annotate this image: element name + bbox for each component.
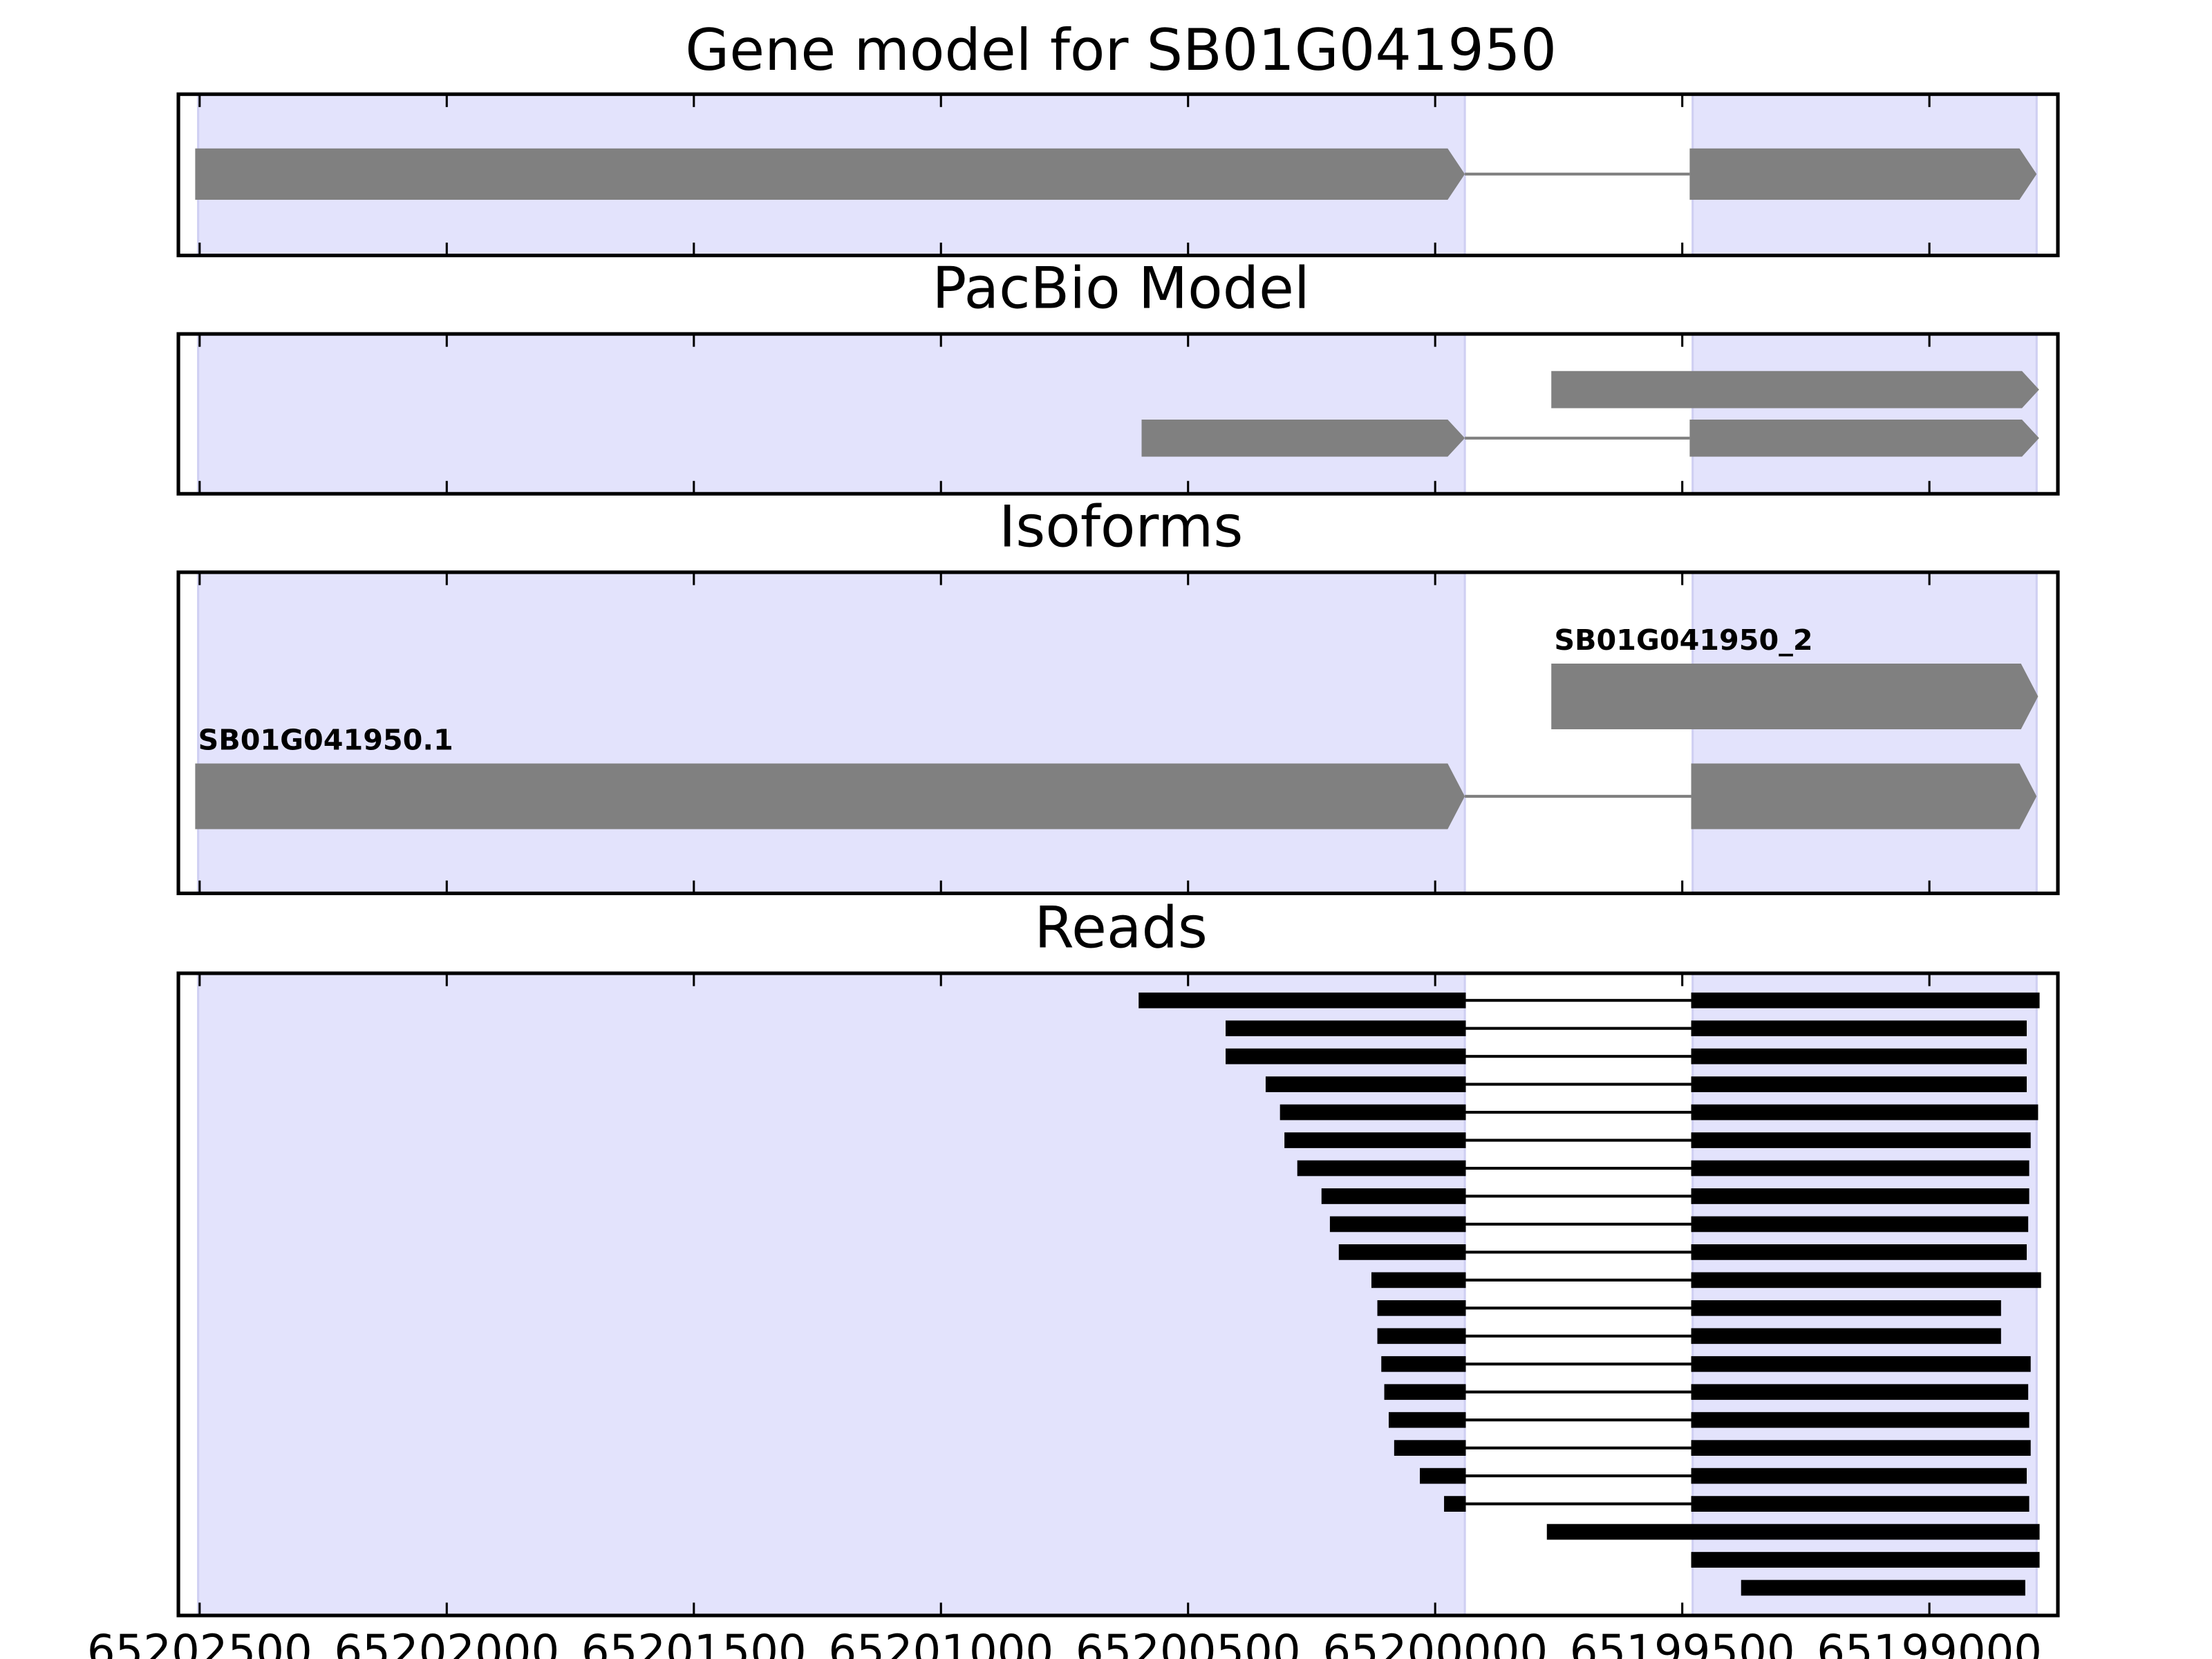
read-block bbox=[1691, 992, 2040, 1009]
exon bbox=[195, 148, 1465, 200]
x-tick-label: 65200000 bbox=[1322, 1626, 1548, 1659]
read-block bbox=[1691, 1216, 2029, 1232]
panel-title: PacBio Model bbox=[932, 256, 1309, 322]
x-tick-label: 65201500 bbox=[581, 1626, 807, 1659]
isoform-label: SB01G041950.1 bbox=[198, 724, 453, 757]
read-block bbox=[1691, 1244, 2027, 1260]
read-block bbox=[1691, 1104, 2038, 1121]
read-block bbox=[1691, 1020, 2027, 1037]
read-block bbox=[1691, 1048, 2027, 1065]
x-tick-label: 65199500 bbox=[1570, 1626, 1795, 1659]
x-tick-label: 65200500 bbox=[1076, 1626, 1301, 1659]
read-block bbox=[1284, 1132, 1466, 1148]
isoform-label: SB01G041950_2 bbox=[1554, 624, 1812, 657]
read-block bbox=[1226, 1048, 1466, 1065]
panel-frame bbox=[176, 92, 2060, 258]
read-block bbox=[1226, 1020, 1466, 1037]
read-block bbox=[1691, 1384, 2029, 1400]
exon-region bbox=[197, 332, 1466, 495]
read-block bbox=[1691, 1412, 2030, 1428]
panel-title: Gene model for SB01G041950 bbox=[685, 17, 1557, 84]
x-tick-label: 65202500 bbox=[87, 1626, 312, 1659]
read-block bbox=[1377, 1300, 1466, 1316]
x-tick-label: 65199000 bbox=[1817, 1626, 2042, 1659]
exon bbox=[1689, 419, 2039, 457]
exon-region bbox=[1691, 972, 2038, 1617]
exon bbox=[1551, 664, 2038, 729]
exon bbox=[1551, 371, 2039, 409]
read-block bbox=[1297, 1160, 1466, 1177]
read-block bbox=[1691, 1328, 2001, 1344]
read-block bbox=[1691, 1300, 2001, 1316]
read-block bbox=[1444, 1496, 1466, 1512]
read-block bbox=[1691, 1356, 2031, 1372]
exon bbox=[1141, 419, 1465, 457]
read-block bbox=[1691, 1188, 2030, 1204]
panel-frame bbox=[176, 332, 2060, 496]
read-block bbox=[1691, 1160, 2030, 1177]
read-block bbox=[1384, 1384, 1466, 1400]
read-block bbox=[1377, 1328, 1466, 1344]
read-block bbox=[1338, 1244, 1466, 1260]
exon bbox=[195, 763, 1465, 830]
x-tick-label: 65201000 bbox=[828, 1626, 1053, 1659]
exon-region bbox=[197, 972, 1466, 1617]
exon-region bbox=[1691, 571, 2038, 894]
read-block bbox=[1394, 1440, 1466, 1456]
read-block bbox=[1691, 1132, 2031, 1148]
exon bbox=[1689, 148, 2037, 200]
read-block bbox=[1691, 1468, 2027, 1484]
exon-region bbox=[1691, 332, 2038, 495]
read-block bbox=[1691, 1076, 2027, 1092]
read-block bbox=[1741, 1580, 2025, 1596]
read-block bbox=[1371, 1272, 1466, 1288]
read-block bbox=[1321, 1188, 1466, 1204]
read-block bbox=[1388, 1412, 1466, 1428]
read-block bbox=[1381, 1356, 1466, 1372]
read-block bbox=[1691, 1552, 2040, 1568]
panel-title: Reads bbox=[1034, 895, 1208, 962]
x-tick-label: 65202000 bbox=[334, 1626, 559, 1659]
panel-title: Isoforms bbox=[999, 494, 1243, 560]
panel-frame bbox=[176, 570, 2060, 895]
read-block bbox=[1329, 1216, 1466, 1232]
panel-frame bbox=[176, 971, 2060, 1618]
read-block bbox=[1138, 992, 1466, 1009]
read-block bbox=[1691, 1496, 2030, 1512]
read-block bbox=[1546, 1524, 2040, 1540]
read-block bbox=[1420, 1468, 1466, 1484]
exon-region bbox=[197, 571, 1466, 894]
exon bbox=[1691, 763, 2037, 830]
read-block bbox=[1265, 1076, 1466, 1092]
read-block bbox=[1691, 1440, 2031, 1456]
read-block bbox=[1691, 1272, 2041, 1288]
read-block bbox=[1280, 1104, 1466, 1121]
